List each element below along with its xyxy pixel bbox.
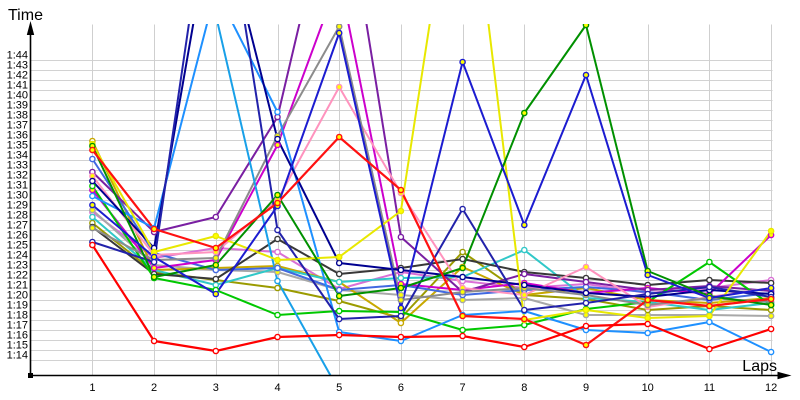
svg-text:1:16: 1:16 [7,330,28,342]
svg-text:1:21: 1:21 [7,280,28,292]
svg-text:1:17: 1:17 [7,320,28,332]
svg-text:1:27: 1:27 [7,220,28,232]
svg-text:1:41: 1:41 [7,80,28,92]
svg-text:7: 7 [460,382,466,394]
svg-text:10: 10 [642,382,654,394]
svg-text:1:36: 1:36 [7,130,28,142]
svg-text:6: 6 [398,382,404,394]
svg-text:12: 12 [765,382,777,394]
svg-text:9: 9 [583,382,589,394]
svg-text:1:19: 1:19 [7,300,28,312]
svg-text:1:43: 1:43 [7,60,28,72]
svg-text:1:39: 1:39 [7,100,28,112]
svg-text:3: 3 [213,382,219,394]
svg-text:4: 4 [274,382,280,394]
svg-text:1:40: 1:40 [7,90,28,102]
svg-text:1:37: 1:37 [7,120,28,132]
svg-text:Time: Time [8,7,43,24]
svg-text:2: 2 [151,382,157,394]
svg-text:8: 8 [521,382,527,394]
svg-text:1:38: 1:38 [7,110,28,122]
svg-text:1:18: 1:18 [7,310,28,322]
svg-text:1:26: 1:26 [7,230,28,242]
svg-text:1:22: 1:22 [7,270,28,282]
svg-text:1:25: 1:25 [7,240,28,252]
svg-text:1:14: 1:14 [7,350,28,362]
svg-text:1:15: 1:15 [7,340,28,352]
svg-text:1:32: 1:32 [7,170,28,182]
svg-text:1:31: 1:31 [7,180,28,192]
svg-text:1:20: 1:20 [7,290,28,302]
svg-text:1:34: 1:34 [7,150,28,162]
svg-text:Laps: Laps [742,358,777,375]
svg-text:1:23: 1:23 [7,260,28,272]
svg-text:1:29: 1:29 [7,200,28,212]
svg-text:1:35: 1:35 [7,140,28,152]
svg-text:1:28: 1:28 [7,210,28,222]
svg-text:11: 11 [704,382,715,394]
svg-text:1:24: 1:24 [7,250,28,262]
svg-text:1:30: 1:30 [7,190,28,202]
svg-text:1:42: 1:42 [7,70,28,82]
svg-text:5: 5 [336,382,342,394]
svg-text:1:33: 1:33 [7,160,28,172]
svg-text:1: 1 [89,382,95,394]
svg-text:1:44: 1:44 [7,50,28,62]
